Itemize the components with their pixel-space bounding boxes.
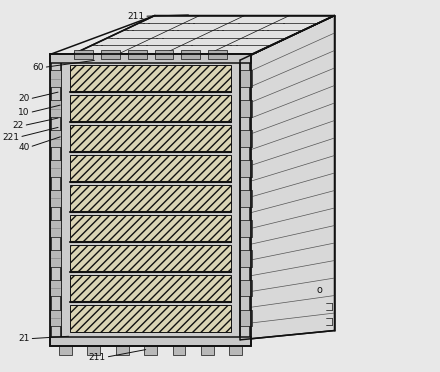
Polygon shape [51,337,251,346]
Polygon shape [50,100,61,117]
Text: 211: 211 [88,353,106,362]
Text: 60: 60 [32,63,44,72]
Polygon shape [50,160,61,177]
Polygon shape [50,250,61,266]
Polygon shape [240,130,252,147]
Polygon shape [240,280,252,296]
Polygon shape [50,220,61,237]
Polygon shape [70,95,231,122]
Polygon shape [240,250,252,266]
Polygon shape [70,215,231,242]
Text: 40: 40 [18,142,29,151]
Text: 22: 22 [12,121,23,130]
Polygon shape [59,346,72,355]
Text: 211: 211 [127,12,144,21]
Polygon shape [70,125,231,152]
Text: 10: 10 [18,108,29,117]
Polygon shape [70,275,231,302]
Polygon shape [50,310,61,326]
Polygon shape [229,346,242,355]
Polygon shape [61,16,334,60]
Polygon shape [70,185,231,212]
Polygon shape [240,220,252,237]
Text: 20: 20 [18,94,29,103]
Polygon shape [240,190,252,207]
Text: o: o [317,285,323,295]
Polygon shape [208,50,227,59]
Polygon shape [128,50,147,59]
Polygon shape [240,70,252,87]
Polygon shape [50,190,61,207]
Text: 21: 21 [18,334,29,343]
Polygon shape [50,130,61,147]
Polygon shape [70,155,231,182]
Polygon shape [74,50,93,59]
Text: 221: 221 [2,132,19,142]
Polygon shape [172,346,185,355]
Polygon shape [70,245,231,272]
Polygon shape [154,50,173,59]
Polygon shape [144,346,157,355]
Polygon shape [240,100,252,117]
Polygon shape [51,54,251,63]
Polygon shape [88,346,100,355]
Polygon shape [201,346,214,355]
Polygon shape [70,305,231,332]
Polygon shape [51,60,61,340]
Polygon shape [50,70,61,87]
Polygon shape [240,160,252,177]
Polygon shape [116,346,128,355]
Polygon shape [240,60,250,340]
Polygon shape [240,16,334,340]
Polygon shape [181,50,200,59]
Polygon shape [70,65,231,92]
Polygon shape [240,310,252,326]
Polygon shape [50,280,61,296]
Polygon shape [101,50,120,59]
Polygon shape [61,60,240,340]
